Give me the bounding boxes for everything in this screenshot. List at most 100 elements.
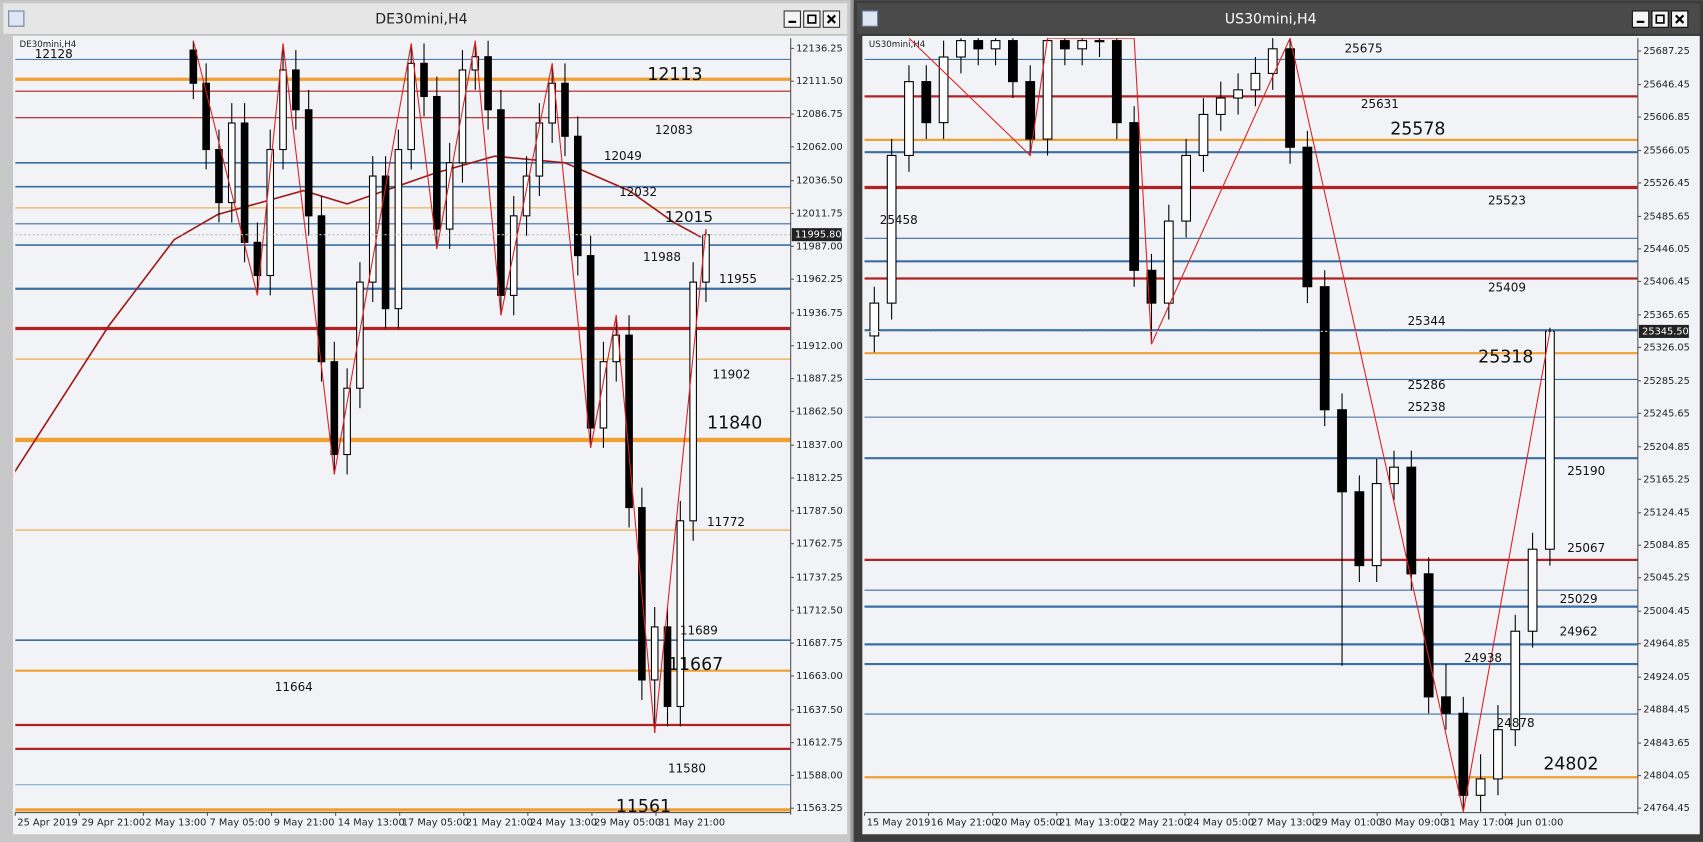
candle-body: [1094, 40, 1105, 43]
candle-body: [394, 148, 403, 310]
level-label: 25523: [1488, 194, 1526, 208]
level-label: 25344: [1408, 314, 1446, 328]
y-tick-label: 11637.50: [796, 705, 843, 716]
y-tick-label: 24964.85: [1643, 639, 1690, 650]
x-tick-label: 14 May 13:00: [338, 817, 405, 828]
candle-body: [1215, 97, 1226, 115]
y-tick-label: 25566.05: [1643, 145, 1690, 156]
y-tick-label: 25646.45: [1643, 80, 1690, 91]
y-tick-label: 12062.00: [796, 142, 843, 153]
maximize-button[interactable]: [803, 10, 821, 28]
level-label: 24962: [1560, 625, 1598, 639]
candle-body: [548, 82, 556, 124]
x-tick-label: 4 Jun 01:00: [1508, 817, 1564, 828]
candle-body: [973, 40, 984, 50]
window-buttons[interactable]: [1631, 10, 1689, 28]
y-tick-label: 24924.05: [1643, 672, 1690, 683]
candle-body: [189, 49, 198, 84]
y-tick-label: 11737.25: [796, 573, 843, 584]
y-tick-label: 12111.50: [796, 76, 843, 87]
level-label: 11664: [275, 680, 313, 694]
y-tick-label: 24884.45: [1643, 705, 1690, 716]
level-label: 11988: [643, 250, 681, 264]
level-label: 11667: [668, 655, 723, 675]
candle-body: [1285, 48, 1295, 148]
level-label: 12015: [665, 208, 713, 226]
level-label: 12049: [604, 149, 642, 163]
x-tick-label: 24 May 05:00: [1187, 817, 1254, 828]
chart-label: DE30mini,H4: [20, 40, 77, 50]
window-title: US30mini,H4: [1225, 12, 1317, 28]
candle-body: [1181, 154, 1192, 222]
level-label: 24938: [1464, 651, 1502, 665]
candle-body: [1250, 72, 1261, 91]
x-tick-label: 15 May 2019: [867, 817, 931, 828]
y-tick-label: 25326.05: [1643, 342, 1690, 353]
candle-body: [921, 81, 932, 124]
x-tick-label: 29 May 01:00: [1315, 817, 1382, 828]
zigzag-line: [192, 40, 707, 734]
level-label: 25409: [1488, 280, 1526, 294]
price-tag-label: 11995.80: [795, 230, 842, 241]
candle-body: [343, 387, 351, 456]
candle-body: [904, 81, 914, 157]
y-tick-label: 25606.85: [1643, 112, 1690, 123]
y-tick-label: 11663.00: [796, 671, 843, 682]
candle-body: [522, 175, 531, 217]
level-label: 12128: [35, 47, 73, 61]
plot-area: [15, 40, 791, 812]
level-label: 12083: [655, 123, 693, 137]
window-buttons[interactable]: [783, 10, 841, 28]
candle-body: [266, 148, 275, 277]
candle-body: [990, 40, 1001, 50]
y-tick-label: 11962.25: [796, 274, 843, 285]
minimize-button[interactable]: [1631, 10, 1650, 28]
candle-body: [689, 281, 697, 522]
candle-body: [215, 148, 223, 204]
y-tick-label: 25687.25: [1643, 46, 1690, 57]
candle-body: [420, 62, 428, 98]
candle-body: [676, 520, 685, 708]
minimize-button[interactable]: [783, 10, 801, 28]
y-tick-label: 25084.85: [1643, 540, 1690, 551]
candle-body: [886, 154, 897, 304]
y-tick-label: 11787.50: [796, 506, 843, 517]
candle-body: [1354, 491, 1365, 567]
candle-body: [202, 82, 210, 151]
y-tick-label: 25004.45: [1643, 606, 1690, 617]
candle-body: [497, 109, 505, 296]
candle-body: [458, 69, 467, 164]
x-tick-label: 25 Apr 2019: [17, 817, 77, 828]
x-tick-label: 31 May 21:00: [658, 817, 725, 828]
level-label: 25286: [1408, 378, 1446, 392]
x-tick-label: 17 May 05:00: [402, 817, 469, 828]
chart-panel: [13, 35, 848, 835]
candle-body: [1233, 89, 1243, 99]
x-tick-label: 21 May 13:00: [1059, 817, 1126, 828]
y-tick-label: 25124.45: [1643, 508, 1690, 519]
level-label: 12113: [647, 65, 702, 85]
y-tick-label: 11588.00: [796, 770, 843, 781]
y-tick-label: 11712.50: [796, 605, 843, 616]
x-tick-label: 29 Apr 21:00: [81, 817, 145, 828]
candle-body: [586, 255, 595, 429]
candle-body: [869, 302, 880, 337]
candle-body: [368, 175, 377, 283]
x-tick-label: 9 May 21:00: [274, 817, 335, 828]
moving-average: [15, 155, 702, 473]
x-tick-label: 24 May 13:00: [530, 817, 597, 828]
maximize-button[interactable]: [1651, 10, 1669, 28]
y-tick-label: 11987.00: [796, 241, 843, 252]
y-tick-label: 25485.65: [1643, 211, 1690, 222]
level-label: 25318: [1478, 347, 1533, 367]
level-label: 25029: [1560, 592, 1598, 606]
level-label: 25067: [1567, 541, 1605, 555]
candle-body: [1441, 696, 1451, 714]
candle-body: [484, 56, 492, 111]
y-tick-label: 25526.45: [1643, 178, 1690, 189]
x-tick-label: 22 May 21:00: [1123, 817, 1190, 828]
candle-body: [1025, 81, 1036, 140]
chart-label: US30mini,H4: [869, 40, 926, 50]
candle-body: [433, 95, 441, 230]
